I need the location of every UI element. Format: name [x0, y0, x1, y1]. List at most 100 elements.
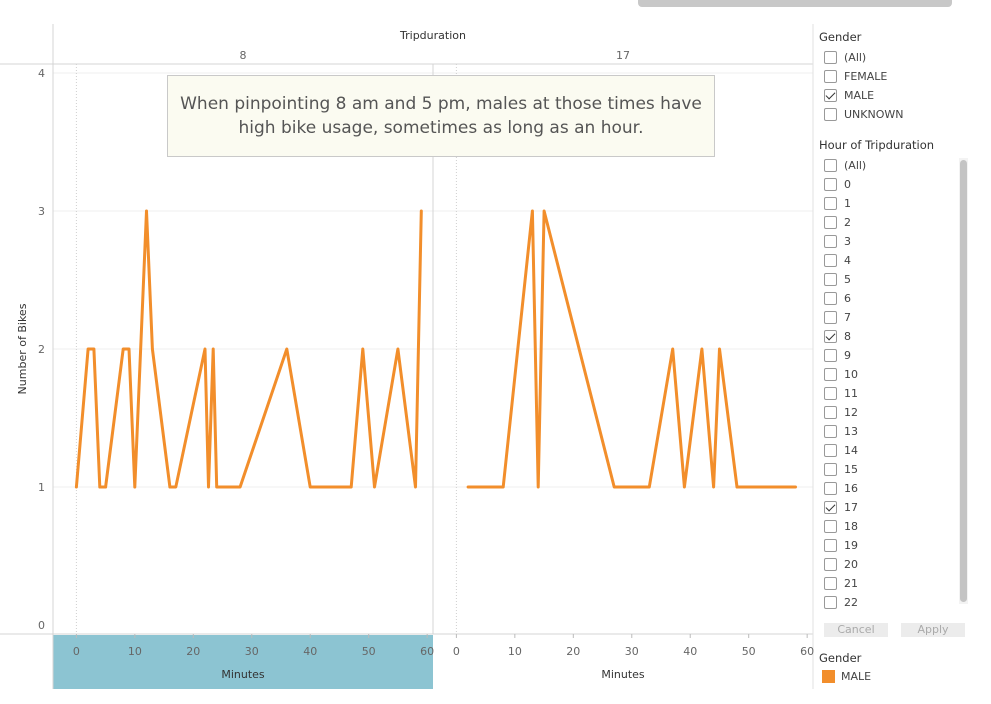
y-tick-label: 4	[38, 67, 45, 80]
x-tick-label: 30	[245, 645, 259, 658]
hour-option[interactable]: 20	[824, 555, 858, 574]
checkbox[interactable]	[824, 108, 837, 121]
checkbox[interactable]	[824, 577, 837, 590]
hour-option-label: 0	[844, 178, 851, 191]
checkbox[interactable]	[824, 254, 837, 267]
cancel-button[interactable]: Cancel	[824, 623, 888, 637]
hour-option[interactable]: 4	[824, 251, 851, 270]
hour-option[interactable]: 13	[824, 422, 858, 441]
gender-option[interactable]: MALE	[824, 86, 874, 105]
hour-option[interactable]: 18	[824, 517, 858, 536]
checkbox[interactable]	[824, 406, 837, 419]
hour-option[interactable]: 5	[824, 270, 851, 289]
gender-option[interactable]: UNKNOWN	[824, 105, 904, 124]
hour-option[interactable]: 12	[824, 403, 858, 422]
checkbox[interactable]	[824, 70, 837, 83]
checkbox[interactable]	[824, 501, 837, 514]
checkbox[interactable]	[824, 235, 837, 248]
hour-option-label: 12	[844, 406, 858, 419]
hour-filter-list: (All) 0 1 2 3 4 5 6 7 8 9 10 11 12 13 14 15 16 17 18 19 20 21 2…	[814, 156, 972, 612]
scrollbar-thumb[interactable]	[960, 160, 967, 602]
hour-option-label: 4	[844, 254, 851, 267]
x-tick-label: 10	[128, 645, 142, 658]
x-tick-label: 20	[566, 645, 580, 658]
hour-option[interactable]: 0	[824, 175, 851, 194]
hour-option[interactable]: 17	[824, 498, 858, 517]
checkbox[interactable]	[824, 197, 837, 210]
checkbox[interactable]	[824, 368, 837, 381]
checkbox[interactable]	[824, 311, 837, 324]
hour-option[interactable]: 1	[824, 194, 851, 213]
hour-option[interactable]: 19	[824, 536, 858, 555]
checkbox[interactable]	[824, 330, 837, 343]
x-tick-label: 60	[420, 645, 434, 658]
hour-option[interactable]: 2	[824, 213, 851, 232]
hour-option[interactable]: 16	[824, 479, 858, 498]
checkbox[interactable]	[824, 520, 837, 533]
checkbox[interactable]	[824, 387, 837, 400]
series-line-hour-8	[74, 209, 423, 489]
hour-option[interactable]: 9	[824, 346, 851, 365]
apply-button[interactable]: Apply	[901, 623, 965, 637]
gender-option-label: UNKNOWN	[844, 108, 904, 121]
x-tick-label: 40	[683, 645, 697, 658]
hour-option[interactable]: 8	[824, 327, 851, 346]
gender-option[interactable]: (All)	[824, 48, 866, 67]
y-tick-label: 1	[38, 481, 45, 494]
checkbox[interactable]	[824, 444, 837, 457]
hour-option[interactable]: 22	[824, 593, 858, 612]
hour-option-label: 16	[844, 482, 858, 495]
checkbox[interactable]	[824, 463, 837, 476]
checkbox[interactable]	[824, 349, 837, 362]
hour-list-scrollbar[interactable]	[959, 158, 968, 604]
x-tick-label: 40	[303, 645, 317, 658]
hour-option-label: 8	[844, 330, 851, 343]
x-axis-title: Minutes	[221, 668, 265, 681]
hour-option-label: 3	[844, 235, 851, 248]
hour-option-label: 11	[844, 387, 858, 400]
hour-option-label: (All)	[844, 159, 867, 172]
checkbox[interactable]	[824, 216, 837, 229]
hour-option[interactable]: 3	[824, 232, 851, 251]
y-tick-label: 3	[38, 205, 45, 218]
x-tick-label: 50	[742, 645, 756, 658]
checkbox[interactable]	[824, 159, 837, 172]
hour-option-label: 15	[844, 463, 858, 476]
line-chart: Tripduration 8 17 0 1 2 3 4 Number of Bikes 0 10 20…	[0, 24, 814, 689]
x-tick-label: 30	[625, 645, 639, 658]
x-axis-highlight	[53, 635, 433, 689]
legend-title: Gender	[819, 651, 862, 665]
x-tick-label: 0	[453, 645, 460, 658]
checkbox[interactable]	[824, 558, 837, 571]
series-line-hour-17	[466, 209, 797, 489]
hour-option[interactable]: 7	[824, 308, 851, 327]
gender-filter-title: Gender	[819, 30, 862, 44]
checkbox[interactable]	[824, 51, 837, 64]
checkbox[interactable]	[824, 273, 837, 286]
chart-title: Tripduration	[399, 29, 466, 42]
filter-sidebar: Gender (All) FEMALE MALE UNKNOWN Hour of Tr…	[814, 0, 991, 704]
checkbox[interactable]	[824, 425, 837, 438]
gender-option[interactable]: FEMALE	[824, 67, 887, 86]
hour-option[interactable]: 6	[824, 289, 851, 308]
checkbox[interactable]	[824, 292, 837, 305]
horizontal-scrollbar[interactable]	[638, 0, 952, 7]
checkbox[interactable]	[824, 539, 837, 552]
hour-option[interactable]: (All)	[824, 156, 866, 175]
y-tick-label: 2	[38, 343, 45, 356]
hour-option-label: 17	[844, 501, 858, 514]
hour-option[interactable]: 15	[824, 460, 858, 479]
x-tick-label: 0	[73, 645, 80, 658]
gender-option-label: (All)	[844, 51, 867, 64]
hour-option[interactable]: 11	[824, 384, 858, 403]
checkbox[interactable]	[824, 178, 837, 191]
hour-option[interactable]: 14	[824, 441, 858, 460]
axes: Tripduration 8 17 0 1 2 3 4 Number of Bikes 0 10 20…	[0, 24, 814, 689]
hour-option-label: 1	[844, 197, 851, 210]
checkbox[interactable]	[824, 482, 837, 495]
checkbox[interactable]	[824, 596, 837, 609]
checkbox[interactable]	[824, 89, 837, 102]
hour-option[interactable]: 21	[824, 574, 858, 593]
x-axis-title: Minutes	[601, 668, 645, 681]
hour-option[interactable]: 10	[824, 365, 858, 384]
